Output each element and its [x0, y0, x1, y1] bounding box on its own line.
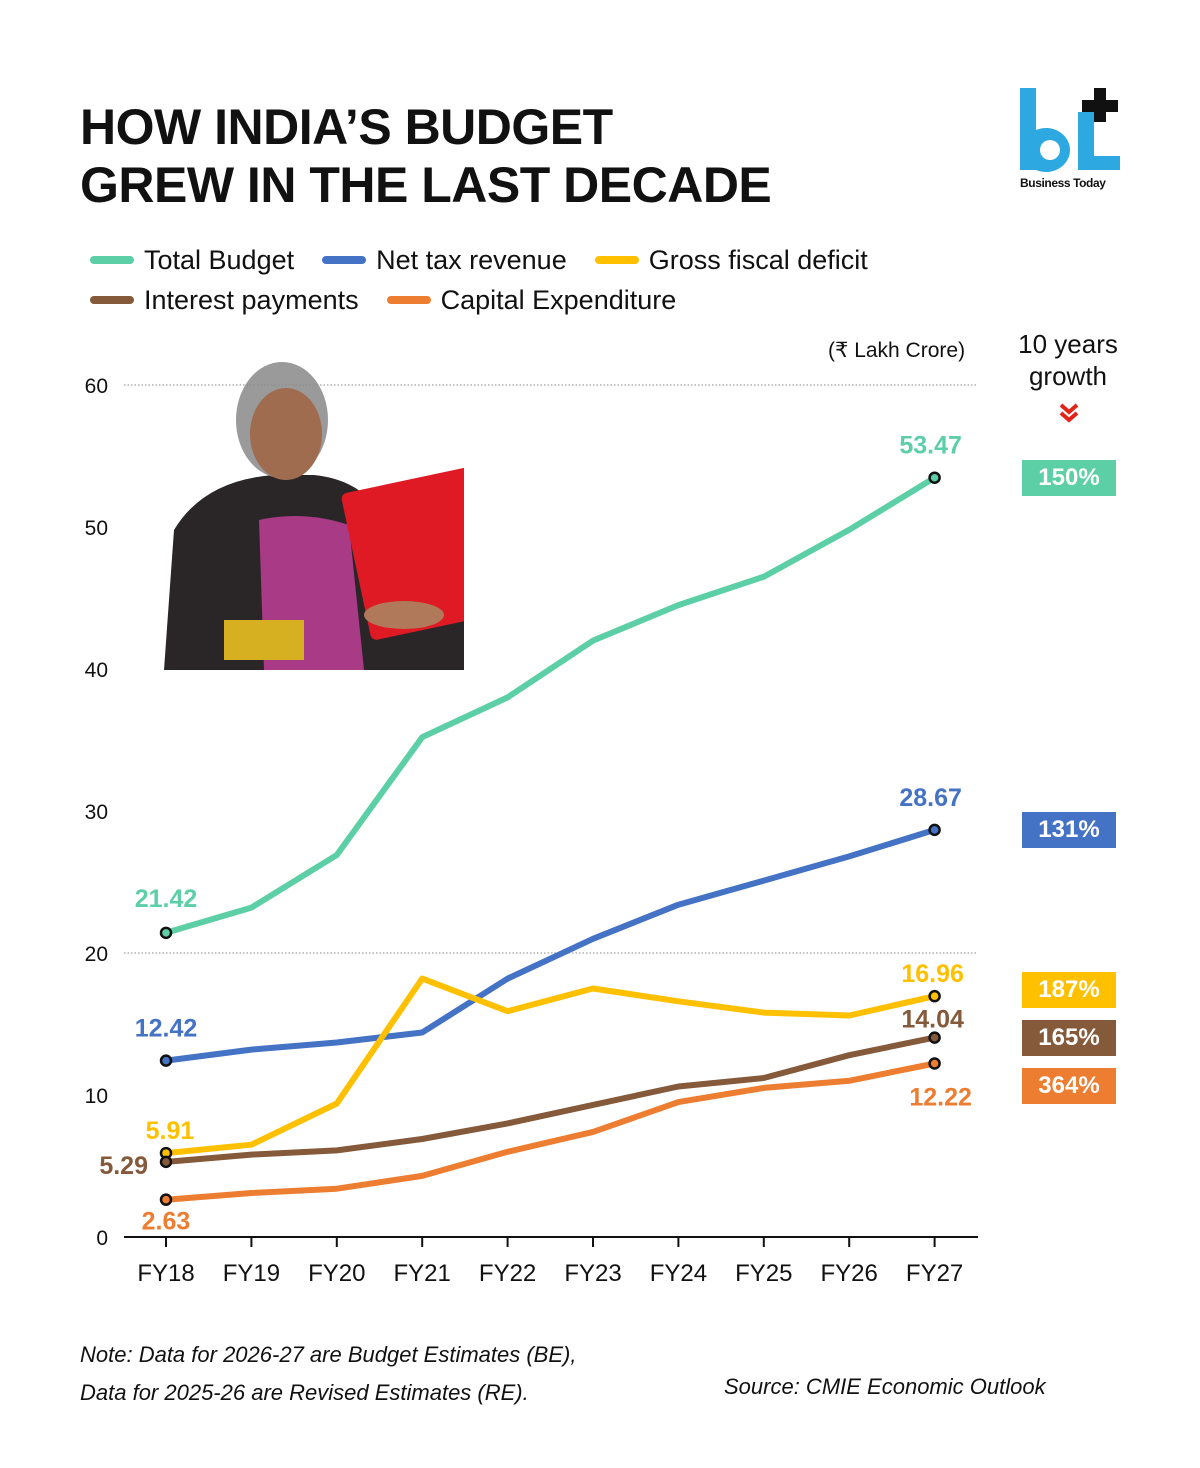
data-point: [928, 989, 941, 1003]
data-point: [159, 1146, 173, 1160]
data-point: [928, 471, 941, 484]
data-point: [159, 1054, 173, 1067]
footnote-line-1: Note: Data for 2026-27 are Budget Estima…: [80, 1342, 577, 1367]
legend-label: Total Budget: [144, 244, 295, 275]
y-tick-label: 30: [85, 801, 108, 824]
series-line-interest-payments: [163, 1034, 938, 1165]
x-tick-label: FY23: [564, 1260, 621, 1287]
y-tick-label: 0: [96, 1227, 108, 1250]
growth-badge-gross-fiscal-deficit: 187%: [1022, 972, 1116, 1008]
x-tick-label: FY21: [394, 1260, 451, 1287]
footnote: Note: Data for 2026-27 are Budget Estima…: [80, 1336, 576, 1412]
y-tick-label: 60: [85, 375, 108, 398]
brand-name: Business Today: [1020, 176, 1106, 190]
legend-item-total-budget: Total Budget: [90, 245, 294, 276]
growth-badge-total-budget: 150%: [1022, 460, 1116, 496]
legend-item-capital-expenditure: Capital Expenditure: [386, 284, 677, 316]
data-point: [159, 1193, 173, 1206]
x-tick-label: FY27: [906, 1260, 963, 1287]
x-tick-label: FY26: [821, 1260, 878, 1287]
legend-item-gross-fiscal-deficit: Gross fiscal deficit: [594, 244, 868, 276]
data-label-end: 12.22: [909, 1083, 972, 1111]
data-point: [928, 823, 941, 837]
series-line-gross-fiscal-deficit: [163, 975, 938, 1157]
finance-minister-photo: [164, 362, 464, 670]
data-label-start: 5.91: [146, 1117, 195, 1145]
title-line-1: HOW INDIA’S BUDGET: [80, 99, 613, 155]
data-label-end: 28.67: [899, 784, 962, 812]
legend-swatch: [90, 256, 134, 264]
data-label-end: 14.04: [901, 1006, 964, 1034]
legend-swatch: [386, 296, 431, 304]
x-tick-label: FY20: [308, 1260, 365, 1287]
x-tick-label: FY18: [137, 1260, 194, 1287]
series-line-net-tax-revenue: [163, 826, 938, 1064]
x-tick-label: FY24: [650, 1260, 707, 1287]
x-tick-label: FY25: [735, 1260, 792, 1287]
growth-heading: 10 years growth: [1010, 328, 1126, 392]
footnote-line-2: Data for 2025-26 are Revised Estimates (…: [80, 1380, 529, 1405]
legend-label: Gross fiscal deficit: [648, 244, 868, 275]
legend-item-interest-payments: Interest payments: [90, 285, 359, 316]
data-point: [928, 1057, 941, 1070]
legend-label: Capital Expenditure: [440, 284, 677, 315]
growth-badge-capital-expenditure: 364%: [1022, 1068, 1116, 1104]
growth-heading-line-2: growth: [1028, 361, 1108, 391]
growth-badge-net-tax-revenue: 131%: [1022, 812, 1116, 848]
y-tick-label: 10: [85, 1085, 108, 1108]
legend-label: Net tax revenue: [376, 244, 567, 275]
business-today-logo: [1020, 88, 1120, 172]
data-label-start: 5.29: [99, 1152, 148, 1180]
data-label-start: 21.42: [135, 885, 198, 913]
x-tick-label: FY22: [479, 1260, 536, 1287]
source-credit: Source: CMIE Economic Outlook: [724, 1374, 1046, 1399]
data-label-start: 2.63: [142, 1208, 191, 1236]
double-chevron-down-icon: [1059, 403, 1079, 423]
data-label-start: 12.42: [135, 1015, 198, 1043]
legend-item-net-tax-revenue: Net tax revenue: [322, 245, 567, 276]
data-label-end: 16.96: [901, 960, 964, 988]
legend-swatch: [90, 296, 134, 304]
legend-swatch: [322, 256, 367, 264]
data-label-end: 53.47: [899, 432, 962, 460]
y-tick-label: 50: [85, 517, 108, 540]
unit-label: (₹ Lakh Crore): [828, 339, 966, 362]
growth-heading-line-1: 10 years: [1018, 329, 1118, 359]
series-line-capital-expenditure: [163, 1060, 938, 1203]
chart-title: HOW INDIA’S BUDGET GREW IN THE LAST DECA…: [80, 98, 772, 214]
y-tick-label: 20: [85, 943, 108, 966]
growth-badge-interest-payments: 165%: [1022, 1020, 1116, 1056]
legend-swatch: [594, 256, 639, 264]
data-point: [159, 926, 173, 940]
legend: Total Budget Net tax revenue Gross fisca…: [90, 240, 896, 320]
data-point: [928, 1031, 941, 1044]
y-tick-label: 40: [85, 659, 108, 682]
data-point: [159, 1155, 173, 1169]
x-tick-label: FY19: [223, 1260, 280, 1287]
title-line-2: GREW IN THE LAST DECADE: [80, 157, 772, 213]
legend-label: Interest payments: [144, 284, 359, 315]
